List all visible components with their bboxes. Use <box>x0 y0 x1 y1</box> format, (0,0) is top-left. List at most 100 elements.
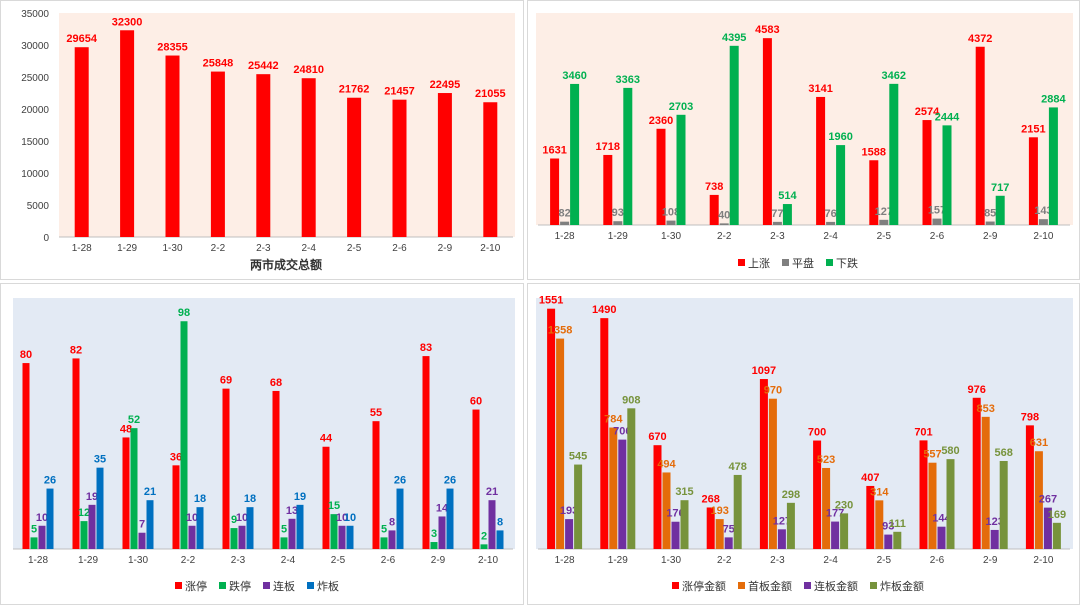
legend-label: 炸板金额 <box>880 579 924 593</box>
data-label: 1960 <box>828 131 852 143</box>
bar-limit-amounts-2-0 <box>565 519 574 549</box>
data-label: 10 <box>336 512 348 524</box>
bar-rise-fall-0-8 <box>975 46 985 225</box>
x-tick-label: 2-6 <box>930 555 945 566</box>
x-tick-label: 2-4 <box>823 231 838 242</box>
x-tick-label: 1-29 <box>608 231 628 242</box>
data-label: 1551 <box>539 295 563 307</box>
data-label: 4395 <box>722 32 746 44</box>
data-label: 48 <box>120 423 132 435</box>
bar-limit-counts-3-7 <box>396 488 404 549</box>
bar-rise-fall-2-3 <box>729 45 739 225</box>
legend-swatch <box>175 582 182 589</box>
bar-limit-counts-0-6 <box>322 446 330 549</box>
bar-limit-counts-0-2 <box>122 437 130 549</box>
data-label: 2360 <box>649 115 673 127</box>
data-label: 514 <box>778 190 797 202</box>
data-label: 314 <box>870 486 889 498</box>
bar-limit-counts-2-2 <box>138 532 146 549</box>
data-label: 55 <box>370 407 382 419</box>
data-label: 298 <box>782 489 800 501</box>
data-label: 80 <box>20 349 32 361</box>
x-tick-label: 1-29 <box>608 555 628 566</box>
x-tick-label: 2-2 <box>717 231 732 242</box>
data-label: 36 <box>170 451 182 463</box>
x-tick-label: 2-6 <box>930 231 945 242</box>
data-label: 19 <box>294 491 306 503</box>
data-label: 717 <box>991 182 1009 194</box>
data-label: 32300 <box>112 16 143 28</box>
bar-limit-amounts-2-4 <box>777 529 786 549</box>
data-label: 21 <box>486 486 498 498</box>
bar-rise-fall-1-6 <box>879 219 889 225</box>
data-label: 701 <box>914 426 932 438</box>
y-tick-label: 0 <box>43 233 49 244</box>
bar-limit-counts-2-1 <box>88 504 96 549</box>
data-label: 315 <box>675 486 693 498</box>
x-tick-label: 2-5 <box>347 243 362 254</box>
bar-limit-amounts-2-5 <box>831 521 840 549</box>
x-tick-label: 2-3 <box>770 231 785 242</box>
bar-limit-amounts-2-7 <box>937 526 946 549</box>
bar-limit-amounts-0-5 <box>813 440 822 549</box>
x-tick-label: 2-2 <box>181 555 196 566</box>
bar-limit-amounts-1-9 <box>1034 451 1043 549</box>
bar-limit-amounts-0-3 <box>706 507 715 549</box>
legend-swatch <box>782 259 789 266</box>
bar-limit-amounts-2-8 <box>990 529 999 549</box>
bar-limit-counts-3-0 <box>46 488 54 549</box>
data-label: 784 <box>604 414 623 426</box>
bar-limit-amounts-3-8 <box>999 460 1008 549</box>
data-label: 478 <box>729 461 747 473</box>
total-volume-svg: 0 5000 10000 15000 20000 25000 30000 35000 1-28 2… <box>21 9 515 272</box>
legend-swatch <box>738 259 745 266</box>
bar-total-volume-0-7 <box>392 99 407 237</box>
bar-limit-counts-3-5 <box>296 504 304 549</box>
x-tick-label: 2-2 <box>211 243 226 254</box>
data-label: 177 <box>826 508 844 520</box>
bar-limit-amounts-0-1 <box>600 318 609 549</box>
legend-swatch <box>672 582 679 589</box>
y-tick-label: 25000 <box>21 73 49 84</box>
y-tick-label: 10000 <box>21 169 49 180</box>
data-label: 1490 <box>592 304 616 316</box>
bar-limit-counts-1-9 <box>480 544 488 549</box>
bar-limit-amounts-3-2 <box>680 500 689 549</box>
data-label: 5 <box>381 523 387 535</box>
bar-limit-counts-2-4 <box>238 525 246 549</box>
bar-rise-fall-0-4 <box>762 38 772 225</box>
data-label: 82 <box>558 208 570 220</box>
x-tick-label: 2-9 <box>438 243 453 254</box>
data-label: 12 <box>78 507 90 519</box>
data-label: 7 <box>139 519 145 531</box>
data-label: 3460 <box>562 70 586 82</box>
y-tick-label: 5000 <box>27 201 50 212</box>
data-label: 2444 <box>935 111 960 123</box>
bar-limit-amounts-3-7 <box>946 459 955 549</box>
data-label: 76 <box>824 208 836 220</box>
bar-limit-counts-2-5 <box>288 518 296 549</box>
bar-total-volume-0-9 <box>483 102 498 237</box>
bar-rise-fall-0-6 <box>869 160 879 225</box>
x-tick-label: 2-10 <box>1033 555 1053 566</box>
legend-label: 上涨 <box>748 257 770 270</box>
bar-rise-fall-2-4 <box>782 204 792 225</box>
bar-total-volume-0-0 <box>74 47 89 237</box>
bar-limit-amounts-1-0 <box>556 338 565 549</box>
data-label: 9 <box>231 514 237 526</box>
data-label: 230 <box>835 499 853 511</box>
bar-limit-counts-1-2 <box>130 428 138 549</box>
data-label: 2884 <box>1041 93 1066 105</box>
data-label: 557 <box>923 449 941 461</box>
legend-label: 涨停金额 <box>682 579 726 593</box>
bar-limit-counts-3-9 <box>496 530 504 549</box>
x-tick-label: 2-2 <box>717 555 732 566</box>
bar-limit-amounts-0-8 <box>972 397 981 549</box>
data-label: 21 <box>144 486 156 498</box>
bar-rise-fall-0-3 <box>709 194 719 225</box>
total-volume-chart: 0 5000 10000 15000 20000 25000 30000 35000 1-28 2… <box>0 0 524 280</box>
data-label: 40 <box>718 209 730 221</box>
data-label: 853 <box>977 403 995 415</box>
bar-limit-amounts-1-2 <box>662 472 671 549</box>
data-label: 1718 <box>596 141 620 153</box>
